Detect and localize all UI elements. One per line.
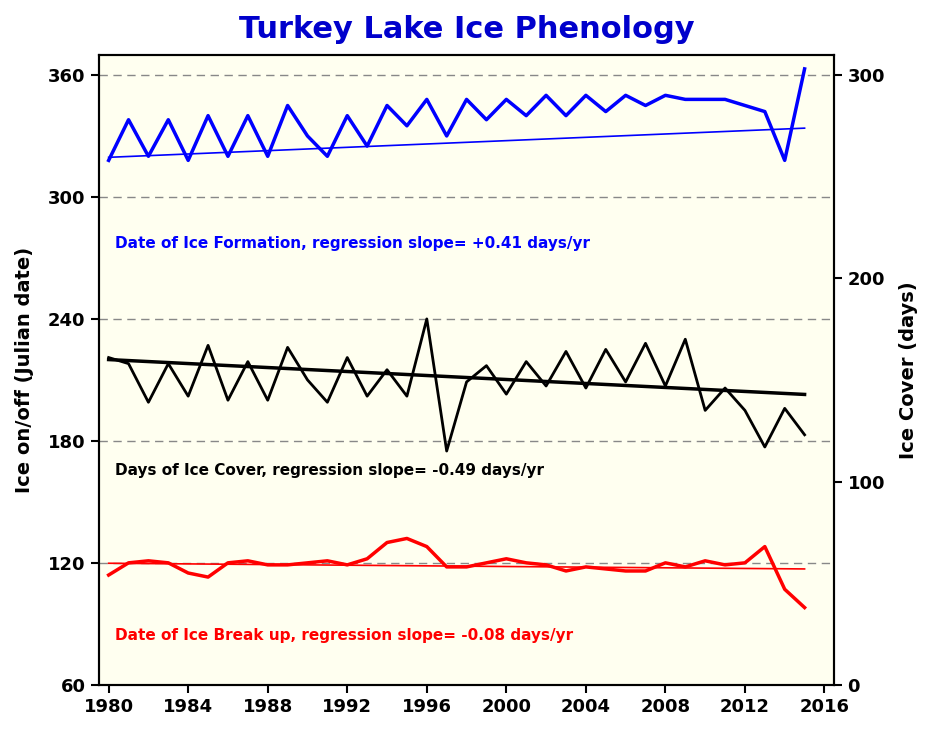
Y-axis label: Ice Cover (days): Ice Cover (days) bbox=[899, 281, 918, 458]
Y-axis label: Ice on/off (Julian date): Ice on/off (Julian date) bbox=[15, 246, 34, 493]
Text: Date of Ice Formation, regression slope= +0.41 days/yr: Date of Ice Formation, regression slope=… bbox=[115, 236, 590, 251]
Title: Turkey Lake Ice Phenology: Turkey Lake Ice Phenology bbox=[239, 15, 694, 44]
Text: Date of Ice Break up, regression slope= -0.08 days/yr: Date of Ice Break up, regression slope= … bbox=[115, 628, 573, 643]
Text: Days of Ice Cover, regression slope= -0.49 days/yr: Days of Ice Cover, regression slope= -0.… bbox=[115, 463, 544, 478]
